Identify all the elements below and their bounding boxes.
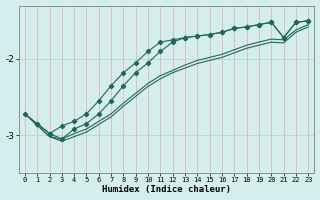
X-axis label: Humidex (Indice chaleur): Humidex (Indice chaleur) [102, 185, 231, 194]
